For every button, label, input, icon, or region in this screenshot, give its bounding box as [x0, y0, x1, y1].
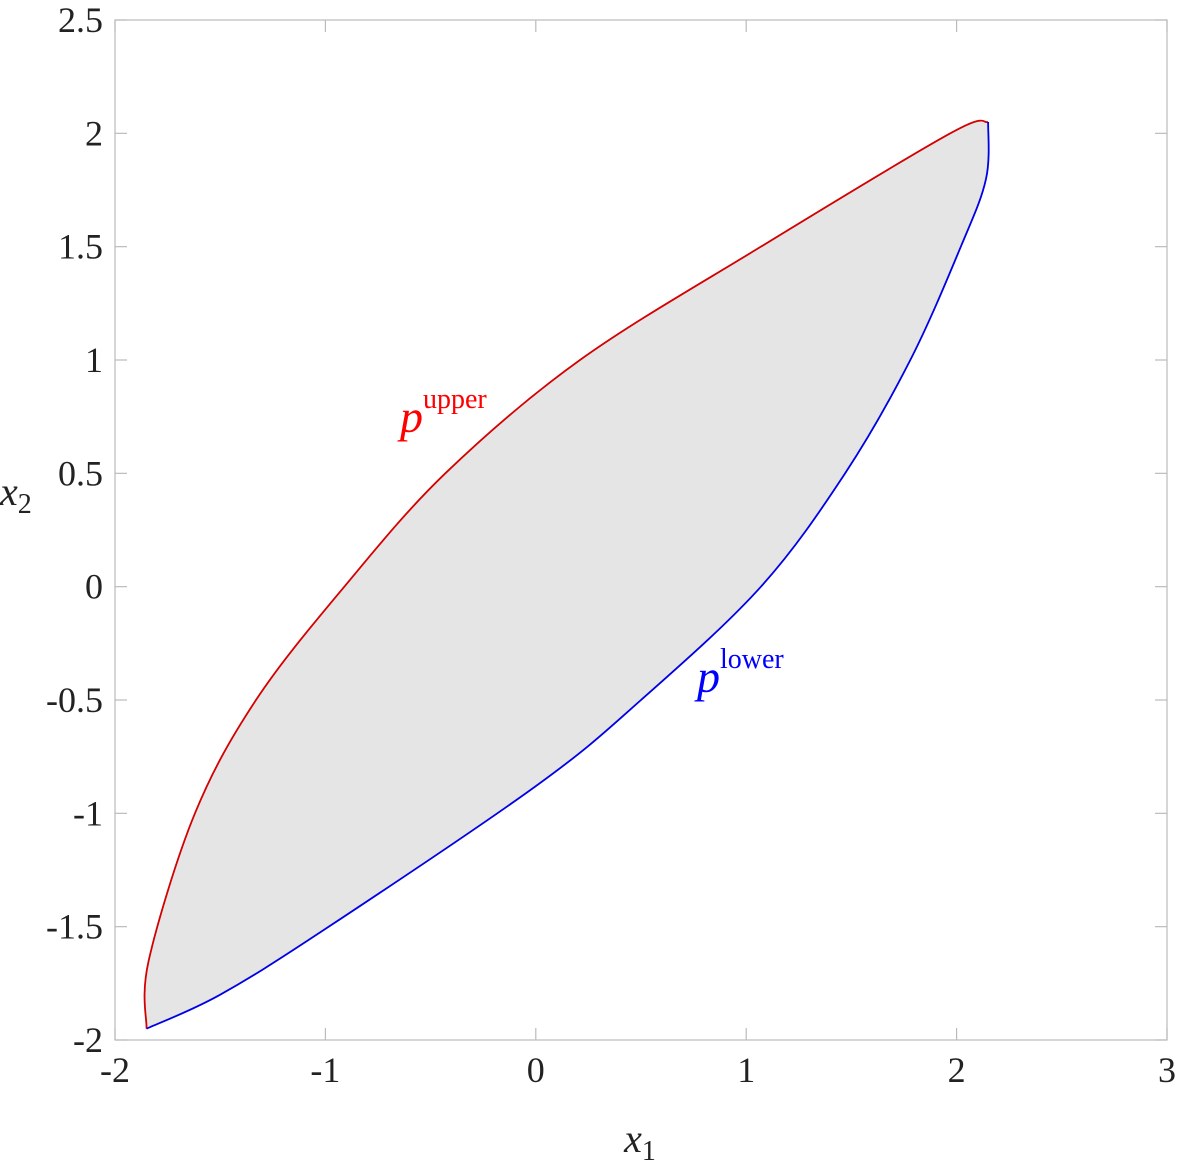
x-tick-label: 2 — [948, 1050, 966, 1090]
x-tick-label: 3 — [1158, 1050, 1176, 1090]
y-axis-label-sub: 2 — [18, 489, 32, 520]
x-tick-label: -2 — [100, 1050, 130, 1090]
x-tick-label: 0 — [527, 1050, 545, 1090]
x-tick-label: -1 — [310, 1050, 340, 1090]
annotation: plower — [694, 644, 784, 702]
y-axis-label-main: x — [0, 469, 18, 514]
y-tick-label: 0 — [85, 567, 103, 607]
annotation-symbol: p — [694, 651, 720, 702]
y-tick-label: -2 — [73, 1020, 103, 1060]
region-fill — [144, 120, 989, 1029]
boundary-line — [143, 119, 989, 1029]
x-axis-label-sub: 1 — [642, 1136, 656, 1161]
annotation-symbol: p — [397, 391, 423, 442]
x-axis-label: x1 — [623, 1116, 656, 1161]
y-axis-label: x2 — [0, 469, 32, 520]
x-tick-label: 1 — [737, 1050, 755, 1090]
boundary-line — [146, 121, 990, 1030]
y-tick-label: 2.5 — [58, 0, 103, 40]
y-tick-label: 1.5 — [58, 227, 103, 267]
x-axis-label-main: x — [623, 1116, 642, 1161]
y-tick-label: -1 — [73, 793, 103, 833]
annotation-sup: upper — [423, 384, 487, 415]
y-tick-label: 0.5 — [58, 453, 103, 493]
annotation: pupper — [397, 384, 487, 442]
y-tick-label: 2 — [85, 113, 103, 153]
y-tick-label: -0.5 — [46, 680, 103, 720]
y-tick-label: -1.5 — [46, 907, 103, 947]
annotation-sup: lower — [720, 644, 784, 675]
y-tick-label: 1 — [85, 340, 103, 380]
plot-frame — [114, 19, 1168, 1041]
